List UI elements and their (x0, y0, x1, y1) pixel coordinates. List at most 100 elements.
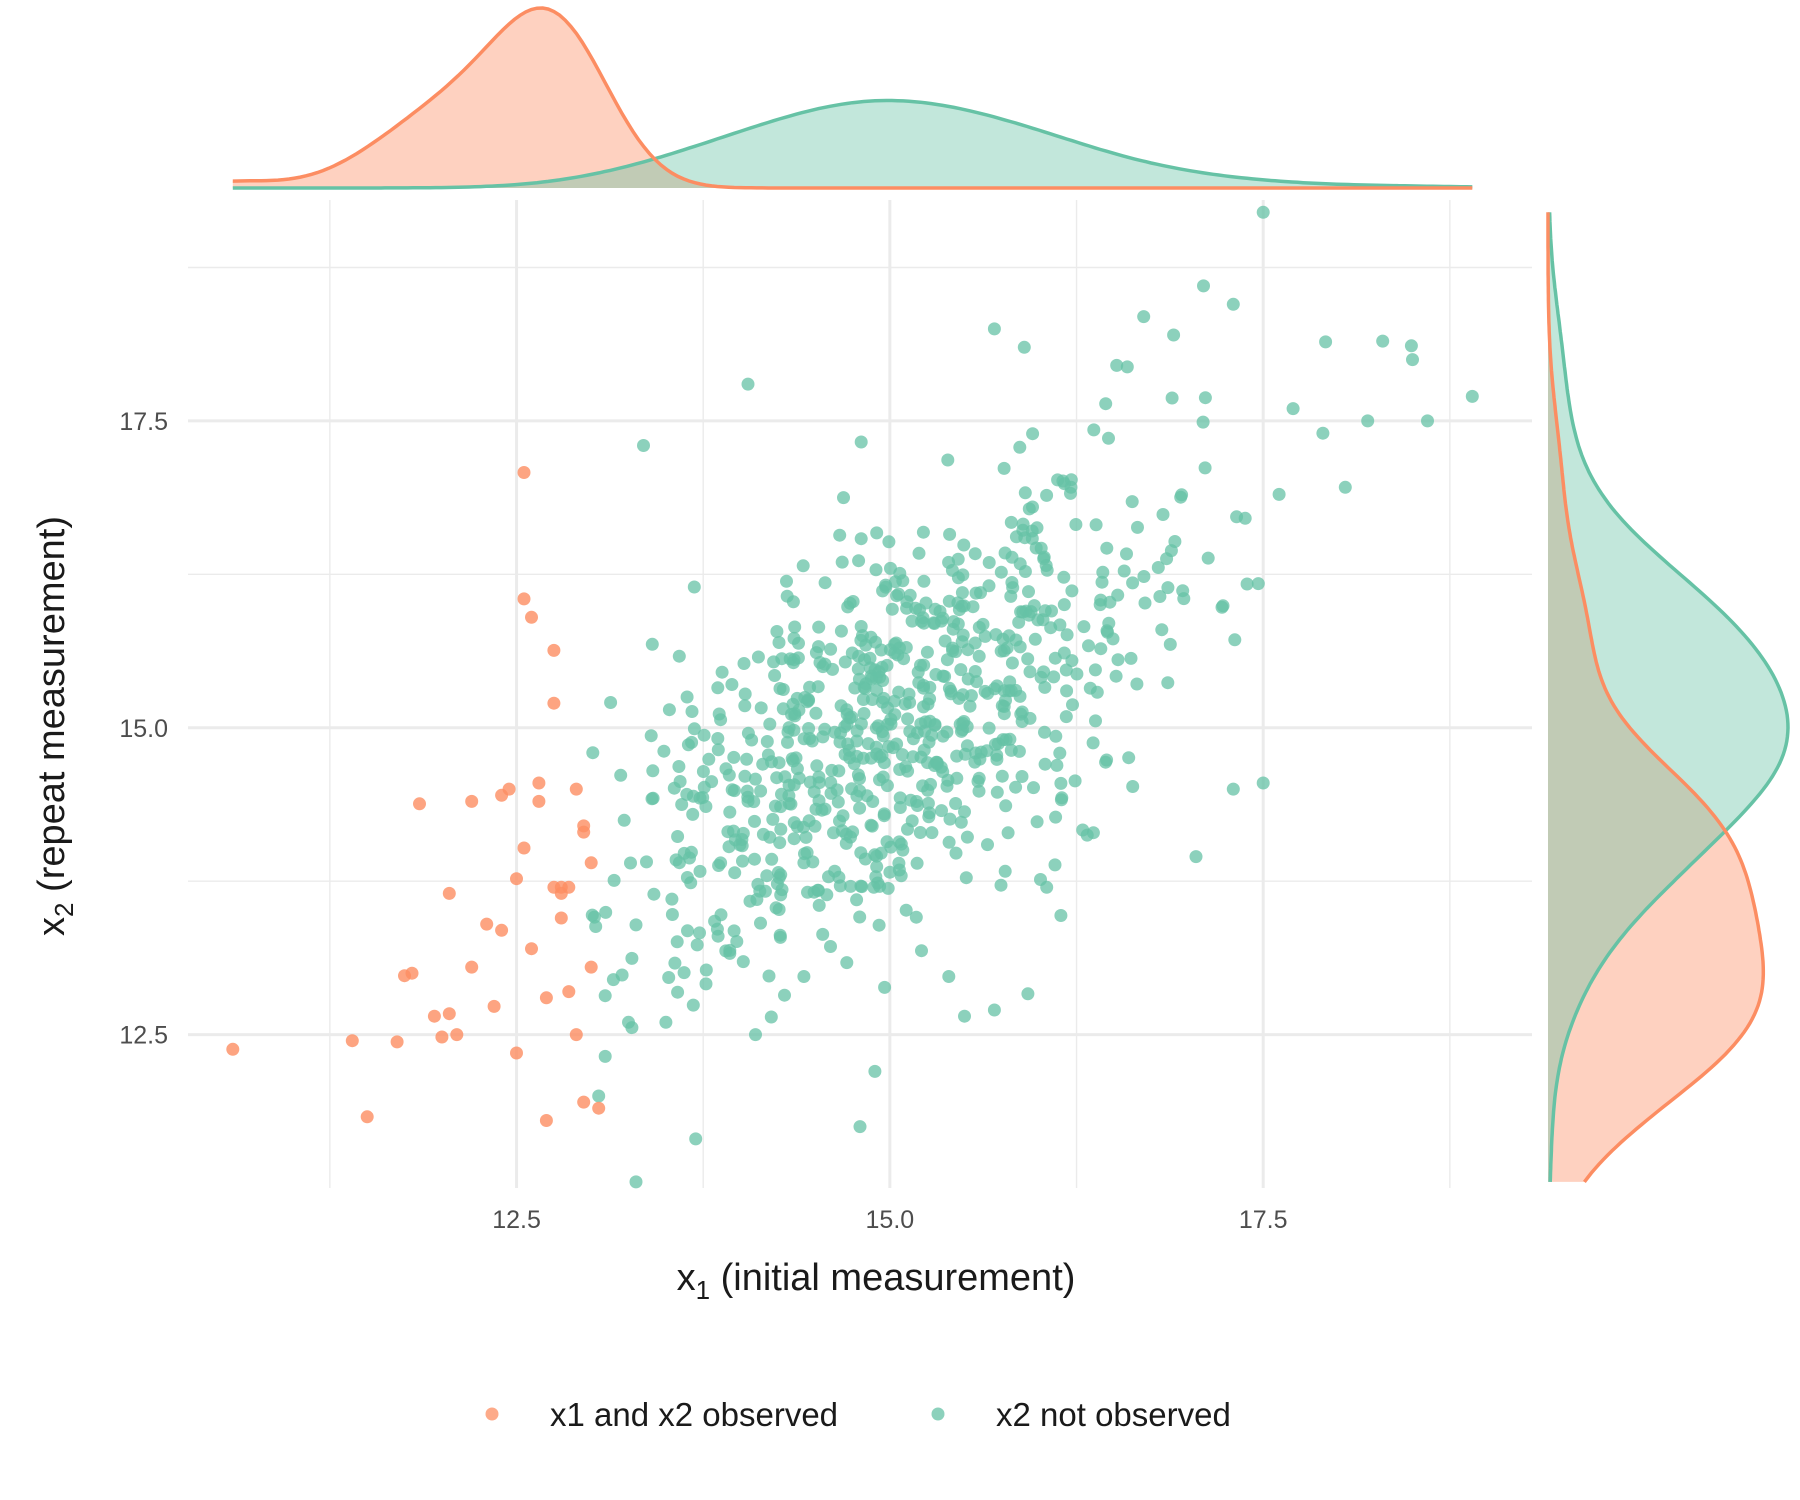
scatter-point-observed (510, 1046, 523, 1060)
scatter-point-not-observed (797, 970, 811, 983)
scatter-point-not-observed (677, 966, 691, 980)
scatter-point-not-observed (925, 826, 939, 840)
scatter-point-not-observed (911, 665, 925, 679)
scatter-point-not-observed (1168, 535, 1182, 548)
scatter-point-observed (539, 991, 553, 1005)
scatter-point-not-observed (1177, 592, 1191, 606)
scatter-point-not-observed (727, 750, 741, 764)
scatter-point-not-observed (1077, 620, 1091, 634)
scatter-point-not-observed (1198, 391, 1212, 405)
y-tick-label: 12.5 (119, 1022, 168, 1050)
scatter-point-not-observed (982, 556, 996, 569)
scatter-point-not-observed (1117, 564, 1131, 578)
scatter-point-not-observed (1124, 651, 1138, 665)
scatter-point-not-observed (1421, 414, 1434, 428)
scatter-point-not-observed (903, 724, 917, 738)
scatter-point-not-observed (893, 791, 907, 805)
scatter-point-not-observed (854, 532, 868, 546)
scatter-point-not-observed (960, 830, 974, 844)
scatter-point-observed (577, 1095, 591, 1109)
scatter-point-observed (569, 782, 583, 796)
scatter-point-not-observed (1226, 297, 1240, 311)
scatter-point-not-observed (1013, 440, 1027, 454)
scatter-point-not-observed (1069, 518, 1083, 531)
scatter-point-not-observed (854, 879, 868, 893)
scatter-point-not-observed (760, 869, 774, 883)
scatter-point-observed (390, 1035, 404, 1049)
scatter-point-not-observed (598, 989, 612, 1003)
scatter-point-not-observed (1057, 570, 1071, 584)
scatter-point-not-observed (844, 879, 858, 893)
scatter-point-not-observed (885, 602, 899, 616)
scatter-point-not-observed (1065, 584, 1079, 598)
scatter-point-not-observed (586, 746, 600, 760)
scatter-point-not-observed (945, 563, 959, 577)
scatter-point-not-observed (1196, 415, 1210, 429)
scatter-point-not-observed (1040, 880, 1054, 894)
scatter-point-not-observed (949, 846, 963, 860)
x-axis-title-rest: (initial measurement) (710, 1257, 1075, 1299)
scatter-point-not-observed (896, 843, 910, 857)
scatter-point-not-observed (972, 784, 986, 798)
scatter-point-not-observed (754, 784, 768, 798)
scatter-point-not-observed (1004, 515, 1018, 529)
scatter-point-not-observed (837, 491, 850, 505)
scatter-point-not-observed (1089, 714, 1102, 728)
scatter-point-not-observed (780, 589, 794, 603)
scatter-point-not-observed (711, 732, 725, 745)
scatter-point-not-observed (1316, 426, 1330, 440)
scatter-point-not-observed (816, 927, 830, 941)
scatter-point-not-observed (671, 830, 685, 843)
scatter-point-not-observed (861, 737, 875, 751)
scatter-point-not-observed (843, 596, 857, 610)
scatter-point-not-observed (960, 720, 974, 734)
scatter-point-not-observed (1120, 547, 1133, 561)
y-axis-title-sub: 2 (49, 903, 79, 917)
scatter-point-not-observed (659, 1015, 673, 1029)
scatter-point-not-observed (970, 675, 984, 689)
scatter-point-not-observed (1026, 427, 1040, 441)
scatter-point-not-observed (665, 908, 679, 921)
scatter-point-not-observed (1109, 669, 1123, 683)
scatter-point-not-observed (892, 856, 906, 870)
scatter-point-not-observed (1029, 541, 1043, 555)
scatter-point-not-observed (910, 856, 924, 870)
scatter-point-not-observed (1054, 776, 1068, 790)
scatter-point-not-observed (778, 988, 791, 1002)
scatter-point-not-observed (1465, 389, 1479, 403)
scatter-point-not-observed (696, 765, 710, 778)
scatter-point-not-observed (869, 870, 883, 884)
scatter-point-not-observed (1057, 598, 1071, 612)
scatter-point-not-observed (781, 725, 795, 739)
scatter-point-not-observed (1093, 598, 1107, 612)
scatter-point-not-observed (994, 878, 1008, 892)
scatter-point-not-observed (1012, 615, 1026, 629)
scatter-point-not-observed (697, 780, 711, 794)
scatter-point-not-observed (787, 832, 801, 846)
scatter-point-not-observed (761, 748, 775, 762)
scatter-point-not-observed (774, 800, 788, 814)
scatter-point-not-observed (748, 852, 761, 866)
scatter-point-not-observed (921, 796, 935, 810)
scatter-point-not-observed (737, 657, 751, 670)
scatter-point-not-observed (714, 856, 728, 870)
scatter-point-not-observed (938, 634, 952, 648)
scatter-point-not-observed (799, 830, 813, 844)
scatter-point-not-observed (888, 575, 902, 589)
scatter-point-not-observed (854, 435, 868, 449)
scatter-point-observed (487, 999, 501, 1013)
y-axis-title-main: x (31, 917, 73, 936)
scatter-point-not-observed (941, 453, 955, 467)
scatter-point-not-observed (1137, 310, 1151, 324)
scatter-point-not-observed (662, 703, 676, 717)
scatter-point-not-observed (687, 580, 701, 594)
scatter-point-not-observed (917, 616, 931, 630)
scatter-point-not-observed (1160, 552, 1174, 566)
scatter-point-not-observed (1037, 665, 1051, 679)
scatter-point-not-observed (1272, 487, 1286, 501)
scatter-point-not-observed (958, 805, 971, 819)
scatter-point-not-observed (981, 838, 994, 852)
scatter-point-not-observed (672, 649, 686, 663)
scatter-point-not-observed (730, 935, 744, 948)
scatter-point-not-observed (1038, 680, 1052, 694)
